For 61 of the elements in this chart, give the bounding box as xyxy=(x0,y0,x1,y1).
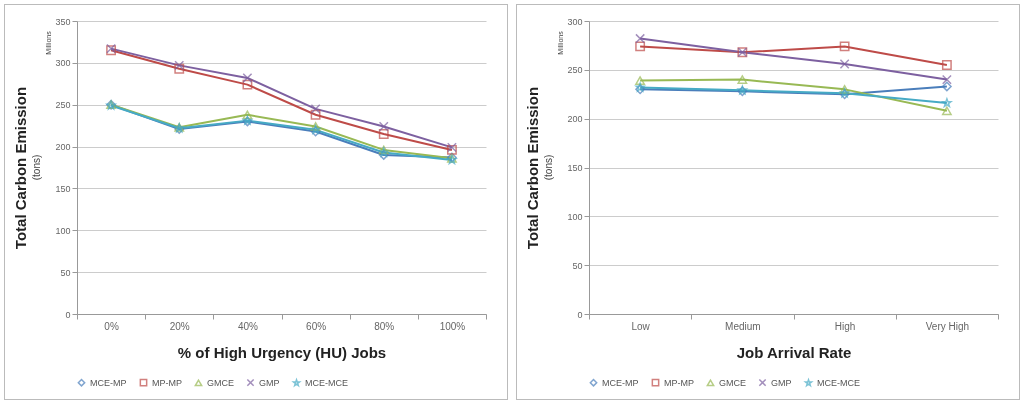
legend-label: MP-MP xyxy=(664,377,694,388)
y-tick-label: 250 xyxy=(567,65,583,76)
point xyxy=(942,98,952,108)
point xyxy=(310,103,321,114)
x-tick-label: Low xyxy=(631,320,651,332)
y-axis-title: Total Carbon Emission xyxy=(12,86,30,250)
point xyxy=(941,106,952,116)
y-tick-label: 50 xyxy=(60,267,71,278)
legend-label: MCE-MP xyxy=(602,377,639,388)
point xyxy=(839,41,850,52)
point xyxy=(635,33,646,44)
point xyxy=(378,121,389,132)
legend-label: GMP xyxy=(259,377,280,388)
point xyxy=(941,60,952,70)
point xyxy=(378,129,389,139)
text: (tons) xyxy=(31,154,42,181)
legend-label: GMP xyxy=(771,377,792,388)
legend-label: MCE-MCE xyxy=(817,377,860,388)
point xyxy=(941,81,952,92)
legend-label: GMCE xyxy=(207,377,234,388)
y-axis-title: Total Carbon Emission xyxy=(524,86,542,250)
x-tick-label: 80% xyxy=(374,320,395,332)
y-tick-label: 200 xyxy=(567,114,583,125)
legend-label: MP-MP xyxy=(152,377,182,388)
x-axis-title: % of High Urgency (HU) Jobs xyxy=(177,343,387,361)
x-tick-label: 40% xyxy=(237,320,259,332)
y-tick-label: 250 xyxy=(55,100,71,111)
x-axis-title: Job Arrival Rate xyxy=(736,343,852,361)
point xyxy=(635,76,646,85)
point xyxy=(242,79,253,90)
point xyxy=(737,75,748,84)
point xyxy=(839,59,850,69)
legend-label: GMCE xyxy=(719,377,746,388)
x-tick-label: 0% xyxy=(104,320,119,332)
point xyxy=(242,72,253,83)
point xyxy=(310,109,321,120)
y-tick-label: 200 xyxy=(55,142,71,153)
y-tick-label: 100 xyxy=(55,225,71,236)
y-tick-label: 50 xyxy=(572,260,583,271)
y-tick-label: 0 xyxy=(577,309,583,320)
x-tick-label: 60% xyxy=(306,320,327,332)
point xyxy=(839,84,850,94)
text: (tons) xyxy=(543,154,554,181)
y-tick-label: 100 xyxy=(567,211,583,222)
x-tick-label: Medium xyxy=(725,320,761,332)
legend-label: MCE-MP xyxy=(90,377,127,388)
x-tick-label: 100% xyxy=(439,320,466,332)
point xyxy=(941,74,952,85)
y-tick-label: 300 xyxy=(567,16,583,27)
y-tick-label: 300 xyxy=(55,58,71,69)
legend-label: MCE-MCE xyxy=(305,377,348,388)
y-tick-label: 350 xyxy=(55,16,71,27)
x-tick-label: High xyxy=(834,320,856,332)
point xyxy=(242,110,253,120)
y-tick-label: 150 xyxy=(55,183,71,194)
point xyxy=(635,41,646,52)
y-tick-label: 0 xyxy=(65,309,71,320)
point xyxy=(310,122,321,131)
x-tick-label: 20% xyxy=(169,320,190,332)
y-tick-label: 150 xyxy=(567,163,583,173)
x-tick-label: Very High xyxy=(925,320,970,332)
